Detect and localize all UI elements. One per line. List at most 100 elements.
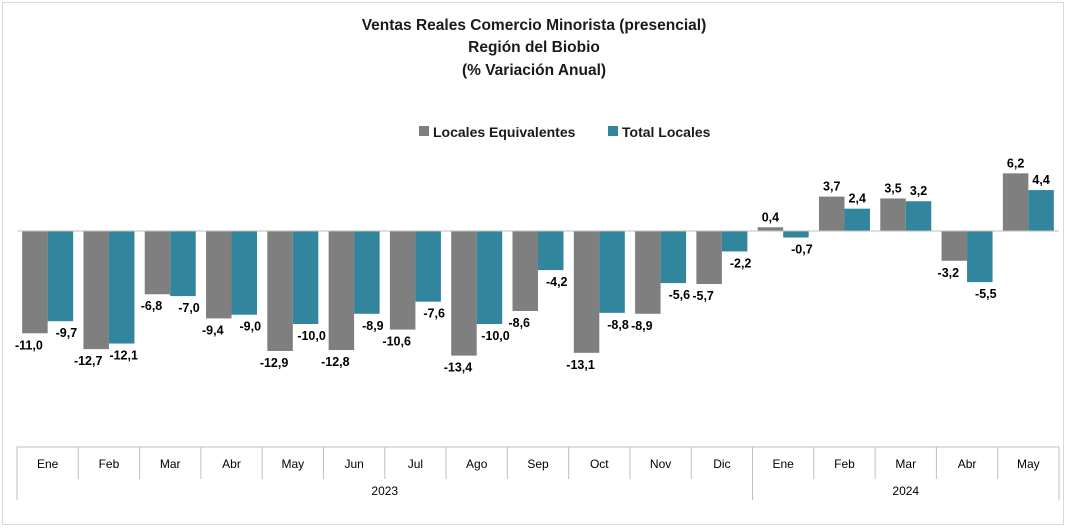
- legend-swatch-total-locales: [608, 126, 618, 136]
- tick-label-13: Feb: [834, 457, 855, 471]
- bar-total-locales-6: [415, 231, 441, 302]
- tick-label-0: Ene: [37, 457, 59, 471]
- bar-total-locales-13: [844, 208, 870, 231]
- label-total-locales-15: -5,5: [975, 287, 997, 301]
- tick-label-8: Sep: [527, 457, 549, 471]
- label-locales-equivalentes-14: 3,5: [884, 181, 901, 195]
- label-locales-equivalentes-6: -10,6: [382, 335, 411, 349]
- bar-total-locales-16: [1028, 190, 1054, 231]
- label-locales-equivalentes-16: 6,2: [1007, 156, 1024, 170]
- legend: Locales Equivalentes Total Locales: [419, 124, 711, 140]
- label-total-locales-8: -4,2: [546, 275, 568, 289]
- label-total-locales-14: 3,2: [910, 184, 927, 198]
- bar-locales-equivalentes-6: [389, 231, 416, 330]
- label-locales-equivalentes-13: 3,7: [823, 180, 840, 194]
- tick-label-14: Mar: [895, 457, 916, 471]
- label-total-locales-5: -8,9: [362, 319, 384, 333]
- label-total-locales-11: -2,2: [730, 256, 752, 270]
- label-locales-equivalentes-0: -11,0: [15, 338, 43, 352]
- tick-label-5: Jun: [344, 457, 363, 471]
- bar-locales-equivalentes-12: [757, 227, 784, 231]
- label-locales-equivalentes-4: -12,9: [260, 356, 289, 370]
- bar-locales-equivalentes-15: [941, 231, 968, 261]
- bar-locales-equivalentes-3: [206, 231, 232, 319]
- bar-locales-equivalentes-2: [144, 231, 171, 295]
- label-total-locales-3: -9,0: [240, 320, 262, 334]
- bar-locales-equivalentes-13: [818, 196, 845, 231]
- group-label-2024: 2024: [892, 484, 919, 498]
- group-label-2023: 2023: [371, 484, 398, 498]
- tick-label-4: May: [281, 457, 304, 471]
- bar-locales-equivalentes-16: [1002, 173, 1029, 231]
- bar-locales-equivalentes-5: [328, 231, 355, 351]
- label-locales-equivalentes-9: -13,1: [566, 358, 595, 372]
- label-total-locales-0: -9,7: [56, 326, 78, 340]
- bar-locales-equivalentes-10: [635, 231, 661, 314]
- chart-title-line-2: Región del Biobio: [468, 39, 600, 56]
- bar-total-locales-1: [108, 231, 135, 344]
- bar-total-locales-11: [721, 231, 748, 252]
- tick-label-6: Jul: [408, 457, 423, 471]
- category-axis: Ene Feb Mar Abr May Jun Jul Ago Sep Oct Nov Dic Ene F…: [16, 230, 1060, 500]
- bar-locales-equivalentes-9: [573, 231, 600, 353]
- tick-label-9: Oct: [590, 457, 609, 471]
- legend-label-locales-equivalentes: Locales Equivalentes: [433, 124, 576, 140]
- tick-label-16: May: [1017, 457, 1040, 471]
- value-labels-layer: -11,0 -9,7 -12,7 -12,1 -6,8 -7,0-9,4 -9,0 -12,9…: [15, 156, 1050, 374]
- bar-total-locales-9: [599, 231, 625, 313]
- bar-locales-equivalentes-11: [696, 231, 722, 285]
- label-total-locales-13: 2,4: [849, 192, 866, 206]
- label-total-locales-4: -10,0: [297, 329, 326, 343]
- label-total-locales-7: -10,0: [481, 329, 510, 343]
- label-locales-equivalentes-2: -6,8: [141, 299, 163, 313]
- bar-total-locales-14: [905, 201, 932, 231]
- label-locales-equivalentes-3: -9,4: [202, 323, 224, 337]
- bar-total-locales-12: [783, 231, 809, 238]
- tick-label-15: Abr: [958, 457, 977, 471]
- label-total-locales-16: 4,4: [1032, 173, 1049, 187]
- tick-label-3: Abr: [222, 457, 241, 471]
- tick-label-7: Ago: [466, 457, 488, 471]
- label-locales-equivalentes-5: -12,8: [321, 355, 350, 369]
- label-total-locales-10: -5,6: [669, 288, 691, 302]
- tick-label-1: Feb: [99, 457, 120, 471]
- bar-total-locales-8: [538, 231, 564, 271]
- tick-label-10: Nov: [650, 457, 671, 471]
- label-locales-equivalentes-12: 0,4: [762, 210, 779, 224]
- label-locales-equivalentes-1: -12,7: [74, 354, 103, 368]
- bar-total-locales-2: [170, 231, 196, 297]
- chart-title-line-3: (% Variación Anual): [462, 62, 606, 79]
- bar-locales-equivalentes-14: [880, 198, 906, 231]
- bar-total-locales-10: [660, 231, 687, 284]
- label-locales-equivalentes-8: -8,6: [508, 316, 530, 330]
- bar-locales-equivalentes-7: [451, 231, 477, 356]
- label-total-locales-9: -8,8: [607, 318, 629, 332]
- label-total-locales-6: -7,6: [423, 307, 445, 321]
- bar-total-locales-15: [967, 231, 993, 283]
- bar-total-locales-0: [47, 231, 74, 322]
- tick-label-11: Dic: [713, 457, 730, 471]
- label-locales-equivalentes-7: -13,4: [444, 361, 473, 375]
- legend-label-total-locales: Total Locales: [622, 124, 711, 140]
- bar-locales-equivalentes-4: [267, 231, 293, 351]
- bar-total-locales-3: [231, 231, 258, 315]
- label-total-locales-12: -0,7: [791, 243, 813, 257]
- bar-total-locales-4: [292, 231, 319, 324]
- bar-locales-equivalentes-1: [83, 231, 109, 350]
- label-total-locales-1: -12,1: [109, 349, 138, 363]
- tick-label-12: Ene: [772, 457, 794, 471]
- bars-layer: [22, 173, 1054, 356]
- chart-title-line-1: Ventas Reales Comercio Minorista (presen…: [362, 17, 707, 34]
- legend-swatch-locales-equivalentes: [419, 126, 429, 136]
- label-locales-equivalentes-15: -3,2: [938, 266, 960, 280]
- label-locales-equivalentes-11: -5,7: [692, 289, 714, 303]
- label-locales-equivalentes-10: -8,9: [631, 319, 653, 333]
- bar-locales-equivalentes-0: [22, 231, 48, 334]
- label-total-locales-2: -7,0: [178, 301, 200, 315]
- tick-label-2: Mar: [160, 457, 181, 471]
- bar-total-locales-5: [354, 231, 380, 314]
- bar-total-locales-7: [476, 231, 503, 324]
- bar-locales-equivalentes-8: [512, 231, 538, 311]
